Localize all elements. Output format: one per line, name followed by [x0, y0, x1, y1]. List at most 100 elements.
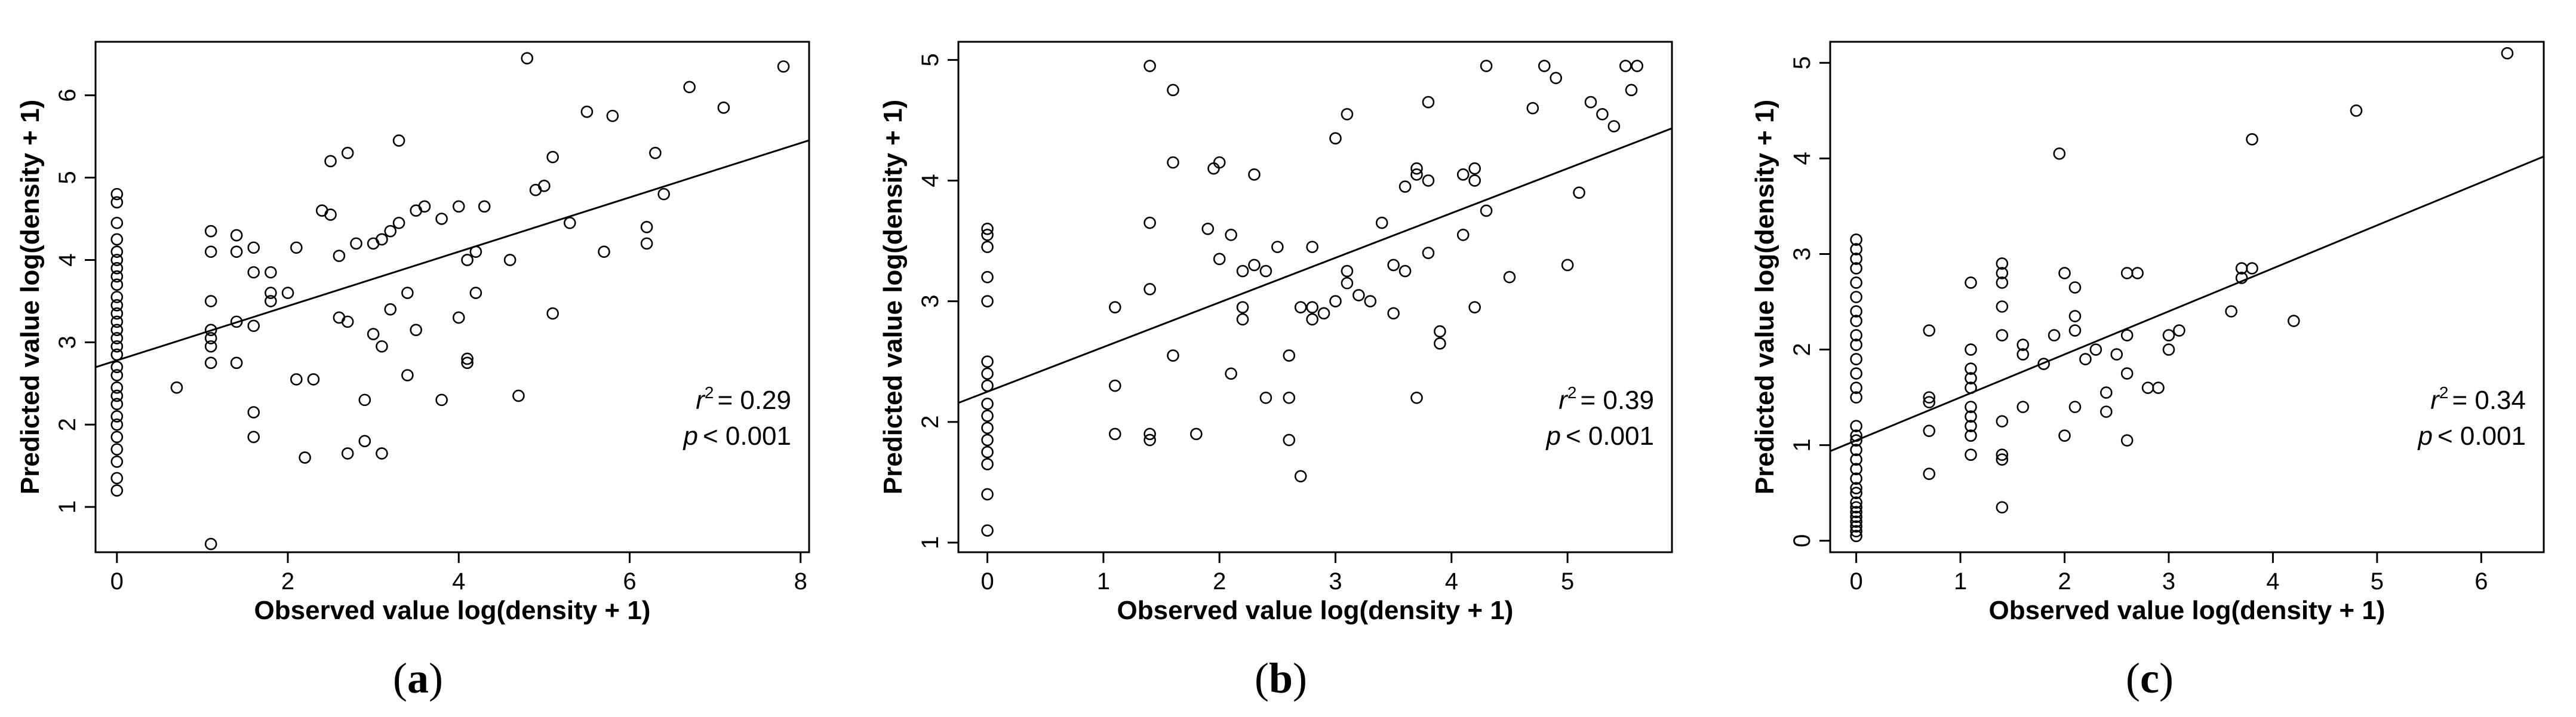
- data-point: [248, 267, 259, 278]
- data-point: [1295, 302, 1306, 313]
- data-point: [1237, 314, 1248, 325]
- data-point: [1412, 392, 1422, 403]
- x-axis-title: Observed value log(density + 1): [1117, 596, 1514, 625]
- y-axis-title: Predicted value log(density + 1): [16, 100, 45, 494]
- data-point: [505, 254, 515, 265]
- data-point: [2174, 325, 2184, 336]
- data-point: [1966, 277, 1976, 288]
- data-point: [471, 288, 481, 299]
- data-point: [1458, 229, 1468, 240]
- data-point: [1997, 301, 2008, 312]
- data-point: [1539, 60, 1550, 71]
- data-point: [1191, 429, 1201, 439]
- y-tick-label: 2: [1789, 343, 1815, 356]
- data-point: [248, 321, 259, 331]
- x-tick-label: 0: [980, 568, 994, 595]
- data-point: [1997, 330, 2008, 341]
- data-point: [112, 362, 122, 373]
- data-point: [2226, 306, 2237, 317]
- data-point: [2070, 311, 2080, 322]
- data-point: [1470, 175, 1480, 186]
- data-point: [982, 368, 993, 379]
- axes: 0 1 2 3 4 512345: [917, 42, 1672, 595]
- data-point: [982, 398, 993, 409]
- y-tick-label: 1: [1789, 439, 1815, 452]
- data-point: [982, 458, 993, 469]
- x-tick-label: 4: [2266, 568, 2279, 595]
- data-point: [1284, 392, 1295, 403]
- data-point: [342, 147, 353, 158]
- data-point: [1214, 254, 1225, 264]
- data-point: [334, 251, 345, 261]
- data-point: [1400, 181, 1410, 192]
- data-point: [376, 234, 387, 245]
- data-point: [2054, 148, 2065, 159]
- data-point: [2153, 383, 2164, 393]
- p-value-annotation: p < 0.001: [682, 421, 791, 451]
- p-value-annotation: p < 0.001: [2417, 421, 2526, 451]
- data-point: [112, 411, 122, 421]
- data-point: [1145, 60, 1155, 71]
- data-point: [2122, 435, 2132, 446]
- data-point: [1966, 344, 1976, 355]
- data-point: [1353, 290, 1364, 300]
- data-point: [368, 329, 379, 340]
- data-point: [112, 217, 122, 228]
- data-point: [1295, 471, 1306, 482]
- data-point: [1400, 266, 1410, 276]
- x-tick-label: 4: [452, 568, 465, 595]
- panel-label: (c): [2126, 654, 2174, 702]
- data-point: [1481, 205, 1492, 216]
- x-tick-label: 5: [2371, 568, 2384, 595]
- data-point: [2059, 267, 2070, 278]
- data-point: [1307, 314, 1318, 325]
- y-tick-label: 4: [54, 253, 81, 266]
- data-point: [411, 325, 422, 336]
- r-squared-annotation: r2 = 0.34: [2430, 383, 2526, 415]
- x-tick-label: 6: [2474, 568, 2488, 595]
- data-point: [453, 312, 464, 323]
- x-tick-label: 2: [281, 568, 294, 595]
- data-point: [982, 356, 993, 367]
- data-point: [419, 201, 430, 212]
- scatter-panel-a: 0 2 4 6 8 1 2 3 4 5 6 Observed value log(density +…: [16, 42, 809, 702]
- y-tick-label: 5: [917, 53, 943, 66]
- data-point: [982, 242, 993, 253]
- data-point: [385, 226, 396, 236]
- y-axis-title: Predicted value log(density + 1): [1750, 100, 1779, 494]
- data-point: [205, 247, 216, 257]
- data-point: [1434, 338, 1445, 349]
- data-point: [325, 210, 336, 220]
- data-point: [2288, 316, 2299, 327]
- y-tick-label: 3: [54, 336, 81, 349]
- data-point: [1342, 278, 1352, 288]
- data-point: [1423, 97, 1434, 107]
- data-point: [982, 435, 993, 445]
- x-tick-label: 2: [2058, 568, 2071, 595]
- data-point: [778, 61, 789, 72]
- data-point: [402, 288, 413, 299]
- axes: 0 2 4 6 8123456: [54, 42, 809, 595]
- data-point: [1365, 296, 1376, 307]
- data-point: [1851, 292, 1862, 303]
- x-tick-label: 0: [110, 568, 124, 595]
- data-point: [112, 456, 122, 467]
- data-point: [291, 242, 302, 253]
- y-tick-label: 3: [1789, 247, 1815, 260]
- data-point: [300, 452, 311, 463]
- x-tick-label: 2: [1213, 568, 1226, 595]
- data-point: [1376, 217, 1387, 228]
- y-tick-label: 2: [917, 416, 943, 429]
- x-tick-label: 1: [1097, 568, 1110, 595]
- data-point: [1551, 73, 1561, 84]
- data-point: [1388, 260, 1399, 270]
- data-point: [522, 53, 533, 64]
- data-point: [1423, 175, 1434, 186]
- data-point: [1585, 97, 1596, 107]
- data-point: [1851, 368, 1862, 379]
- data-point: [641, 238, 652, 249]
- data-point: [1208, 163, 1219, 174]
- data-point: [2122, 330, 2132, 341]
- data-point: [1997, 502, 2008, 513]
- data-point: [1458, 169, 1468, 180]
